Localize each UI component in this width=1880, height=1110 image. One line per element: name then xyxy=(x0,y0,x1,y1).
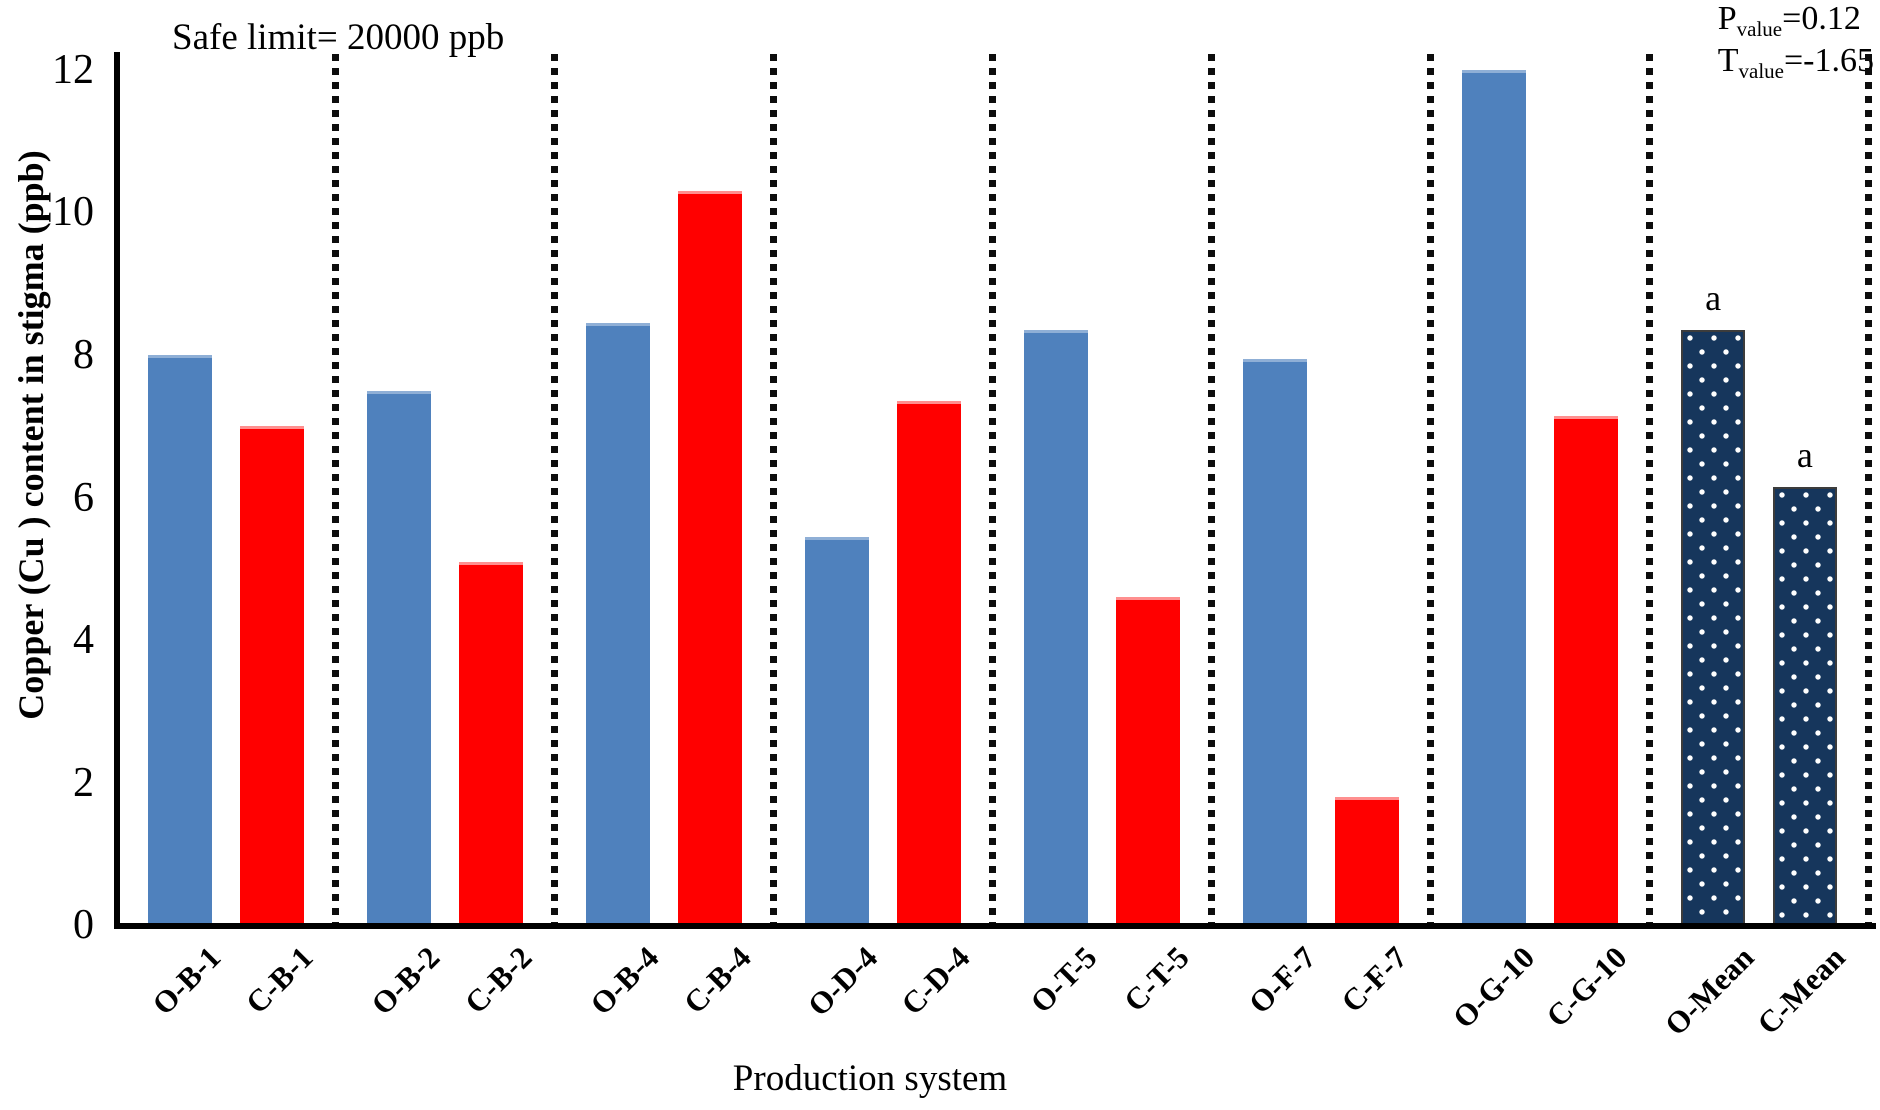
bar-pair-group: O-B-4 C-B-4 xyxy=(558,70,770,1022)
bar-O-B-4 xyxy=(586,322,650,925)
y-tick-4: 4 xyxy=(73,616,94,663)
plot-area: O-B-1 C-B-1 O-B-2 C-B-2 O-B-4 C-B-4 O-D-4 C-D-4… xyxy=(120,54,1872,1042)
x-category-label-O-D-4: O-D-4 xyxy=(801,939,885,1023)
pair-separator-dotted-line xyxy=(332,54,339,925)
y-tick-8: 8 xyxy=(73,331,94,378)
bar-O-B-2 xyxy=(367,390,431,925)
x-category-label-C-G-10: C-G-10 xyxy=(1539,939,1634,1034)
bar-pair-group: a O-Mean a C-Mean xyxy=(1653,70,1865,1042)
safe-limit-annotation: Safe limit= 20000 ppb xyxy=(172,17,505,58)
pair-separator-dotted-line xyxy=(1646,54,1653,925)
bar-pair-group: O-F-7 C-F-7 xyxy=(1215,70,1427,1020)
x-category-label-C-F-7: C-F-7 xyxy=(1334,939,1415,1020)
y-tick-0: 0 xyxy=(73,902,94,948)
y-tick-2: 2 xyxy=(73,759,94,806)
x-category-label-O-T-5: O-T-5 xyxy=(1023,939,1104,1020)
x-category-label-C-B-2: C-B-2 xyxy=(457,939,539,1021)
x-category-label-C-T-5: C-T-5 xyxy=(1116,939,1196,1019)
y-tick-6: 6 xyxy=(73,474,94,521)
bar-slot-C-B-4: C-B-4 xyxy=(676,70,757,1020)
x-category-label-O-G-10: O-G-10 xyxy=(1446,939,1542,1035)
bar-C-D-4 xyxy=(897,401,961,925)
x-category-label-C-B-1: C-B-1 xyxy=(238,939,320,1021)
pair-separator-dotted-line xyxy=(551,54,558,925)
bar-slot-O-D-4: O-D-4 xyxy=(801,70,884,1023)
bar-C-B-1 xyxy=(240,426,304,925)
bar-slot-O-B-1: O-B-1 xyxy=(145,70,227,1022)
pair-separator-dotted-line xyxy=(1865,54,1872,925)
bar-slot-C-F-7: C-F-7 xyxy=(1335,70,1414,1019)
bar-slot-O-B-2: O-B-2 xyxy=(364,70,446,1022)
x-category-label-O-Mean: O-Mean xyxy=(1657,939,1761,1043)
stats-line-p: Pvalue=0.12 xyxy=(1717,0,1861,41)
pair-separator-dotted-line xyxy=(1427,54,1434,925)
bar-C-Mean xyxy=(1773,486,1837,925)
bar-C-F-7 xyxy=(1335,796,1399,925)
x-category-label-C-B-4: C-B-4 xyxy=(676,939,758,1021)
bar-pair-group: O-D-4 C-D-4 xyxy=(777,70,989,1023)
bar-O-F-7 xyxy=(1243,358,1307,925)
x-category-label-C-D-4: C-D-4 xyxy=(894,939,977,1022)
bar-O-D-4 xyxy=(805,536,869,925)
x-category-label-O-B-1: O-B-1 xyxy=(145,939,228,1022)
y-axis-line xyxy=(114,52,120,927)
bar-pair-group: O-B-2 C-B-2 xyxy=(339,70,551,1022)
x-category-label-O-B-2: O-B-2 xyxy=(364,939,447,1022)
bar-C-B-2 xyxy=(459,561,523,925)
bar-slot-C-B-1: C-B-1 xyxy=(238,70,319,1020)
x-category-label-O-B-4: O-B-4 xyxy=(583,939,666,1022)
bar-O-T-5 xyxy=(1024,330,1088,925)
bar-C-G-10 xyxy=(1554,415,1618,925)
bar-slot-C-T-5: C-T-5 xyxy=(1116,70,1195,1018)
y-tick-12: 12 xyxy=(52,47,94,93)
bar-C-T-5 xyxy=(1116,597,1180,925)
bar-pair-group: O-B-1 C-B-1 xyxy=(120,70,332,1022)
pair-separator-dotted-line xyxy=(1208,54,1215,925)
x-axis-line xyxy=(114,923,1876,929)
bar-O-B-1 xyxy=(148,355,212,925)
significance-letter-C-Mean: a xyxy=(1796,434,1813,475)
bar-slot-O-B-4: O-B-4 xyxy=(583,70,665,1022)
bar-slot-C-Mean: a C-Mean xyxy=(1751,70,1852,1041)
stats-line-t: Tvalue=-1.65 xyxy=(1717,41,1874,83)
bar-slot-O-G-10: O-G-10 xyxy=(1446,70,1541,1035)
x-axis-title: Production system xyxy=(732,1058,1008,1099)
y-axis-ticks: 0 2 4 6 8 10 12 xyxy=(0,49,104,946)
bar-pair-group: O-G-10 C-G-10 xyxy=(1434,70,1646,1035)
y-tick-10: 10 xyxy=(52,189,94,236)
bar-pair-group: O-T-5 C-T-5 xyxy=(996,70,1208,1020)
pair-separator-dotted-line xyxy=(770,54,777,925)
x-category-label-O-F-7: O-F-7 xyxy=(1241,939,1323,1021)
x-category-label-C-Mean: C-Mean xyxy=(1750,939,1853,1042)
bar-slot-C-G-10: C-G-10 xyxy=(1539,70,1633,1034)
pair-separator-dotted-line xyxy=(989,54,996,925)
stats-annotation: Pvalue=0.12 Tvalue=-1.65 xyxy=(1718,0,1874,83)
bar-slot-C-D-4: C-D-4 xyxy=(894,70,976,1022)
bar-O-Mean xyxy=(1681,330,1745,925)
bar-slot-C-B-2: C-B-2 xyxy=(457,70,538,1020)
bar-slot-O-T-5: O-T-5 xyxy=(1023,70,1103,1020)
bar-C-B-4 xyxy=(678,191,742,925)
bar-slot-O-F-7: O-F-7 xyxy=(1242,70,1322,1020)
bar-slot-O-Mean: a O-Mean xyxy=(1658,70,1761,1042)
bar-O-G-10 xyxy=(1462,70,1526,925)
significance-letter-O-Mean: a xyxy=(1705,278,1722,319)
